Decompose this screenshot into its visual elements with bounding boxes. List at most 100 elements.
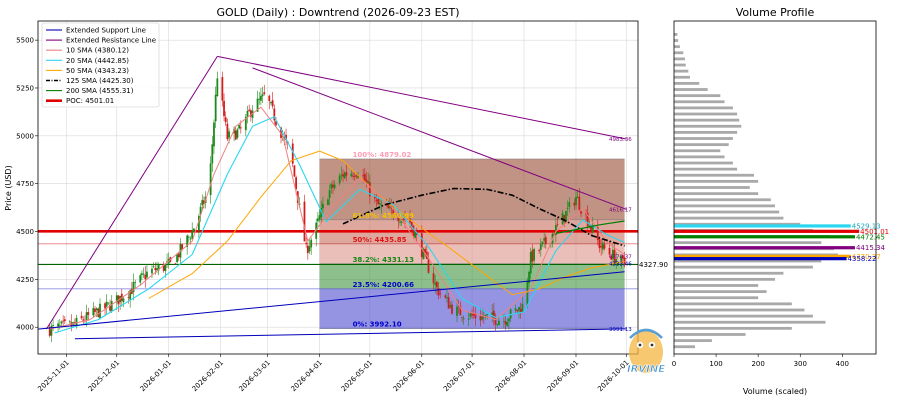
- candle-body: [422, 248, 425, 260]
- candle-body: [95, 308, 98, 311]
- volume-bar: [674, 130, 738, 134]
- candle-body: [514, 308, 517, 311]
- y-tick-label: 4500: [16, 228, 34, 236]
- volume-bar: [674, 284, 759, 287]
- candle-body: [541, 241, 544, 244]
- candle-body: [456, 306, 458, 316]
- candle-body: [228, 131, 230, 138]
- volume-tick-label: 200: [751, 360, 764, 368]
- candle-body: [352, 175, 354, 177]
- volume-level-bar: [674, 229, 860, 233]
- candle-body: [63, 319, 66, 322]
- candle-body: [573, 202, 576, 206]
- candle-body: [209, 163, 212, 196]
- volume-bar: [674, 290, 767, 294]
- mascot-head: [629, 331, 663, 373]
- candle-body: [563, 215, 566, 222]
- volume-bar: [674, 100, 725, 104]
- fib-level-label: 0%: 3992.10: [353, 321, 402, 329]
- irvine-mascot-logo: IRVINE: [627, 328, 666, 375]
- candle-body: [497, 320, 500, 326]
- volume-level-label: 4529.13: [852, 222, 881, 230]
- candle-body: [251, 110, 254, 118]
- candle-body: [104, 303, 106, 309]
- extended-resistance-line-2: [252, 67, 627, 210]
- volume-bar: [674, 296, 759, 300]
- candle-body: [187, 236, 190, 238]
- volume-bar: [674, 118, 740, 122]
- volume-bar: [674, 69, 689, 73]
- resistance-trend-line: [45, 56, 218, 330]
- candle-body: [151, 268, 153, 274]
- volume-bar: [674, 333, 746, 336]
- candle-body: [353, 175, 356, 177]
- candle-body: [162, 263, 165, 271]
- volume-bar: [674, 51, 684, 55]
- candle-body: [221, 77, 224, 101]
- candle-body: [156, 268, 158, 271]
- y-tick-label: 5500: [16, 37, 34, 45]
- candle-body: [486, 314, 489, 315]
- volume-level-label: 4415.34: [856, 244, 885, 252]
- volume-level-label: 4472.45: [856, 233, 885, 241]
- candle-body: [342, 174, 344, 177]
- candle-body: [472, 313, 475, 316]
- candle-body: [224, 117, 227, 123]
- volume-bar: [674, 75, 690, 79]
- volume-tick-label: 100: [709, 360, 722, 368]
- candle-body: [365, 179, 368, 183]
- volume-bar: [674, 192, 759, 196]
- candle-body: [275, 121, 277, 126]
- candle-body: [554, 225, 557, 236]
- candle-body: [389, 205, 391, 208]
- candle-body: [214, 94, 217, 122]
- candle-body: [57, 323, 60, 327]
- candle-body: [75, 317, 78, 326]
- legend-label: 20 SMA (4442.85): [66, 57, 129, 65]
- candle-body: [246, 110, 249, 117]
- candle-body: [576, 197, 579, 199]
- candle-body: [223, 100, 225, 117]
- volume-tick-label: 300: [794, 360, 807, 368]
- candle-body: [109, 304, 111, 311]
- candle-body: [504, 321, 507, 325]
- y-axis-label: Price (USD): [4, 165, 13, 210]
- volume-bar: [674, 81, 700, 85]
- candle-body: [332, 184, 334, 188]
- legend-box: [41, 22, 160, 108]
- candle-body: [256, 98, 259, 112]
- volume-profile-title: Volume Profile: [736, 6, 815, 19]
- candle-body: [615, 258, 618, 264]
- candle-body: [199, 206, 202, 215]
- candle-body: [322, 203, 324, 209]
- candle-body: [203, 200, 205, 205]
- y-tick-label: 5000: [16, 132, 34, 140]
- candle-body: [598, 239, 601, 249]
- volume-level-bar: [674, 246, 855, 250]
- candle-body: [130, 289, 133, 294]
- candle-body: [122, 298, 125, 303]
- candle-body: [390, 203, 393, 209]
- candle-body: [457, 305, 460, 307]
- candle-body: [181, 244, 184, 250]
- candle-body: [484, 314, 487, 317]
- candle-body: [258, 98, 261, 100]
- candle-body: [80, 315, 83, 319]
- candle-body: [506, 322, 509, 327]
- candle-body: [333, 184, 336, 188]
- candle-body: [437, 288, 440, 296]
- volume-bar: [674, 314, 813, 318]
- trendline-end-label: 4983.36: [609, 137, 632, 143]
- candle-body: [58, 324, 61, 326]
- candle-body: [192, 228, 195, 232]
- last-price-label: 4327.90: [639, 261, 668, 269]
- candle-body: [283, 136, 286, 138]
- volume-bar: [674, 106, 733, 110]
- candle-body: [482, 316, 485, 318]
- candle-body: [420, 233, 423, 258]
- candle-body: [434, 282, 437, 285]
- candle-body: [622, 255, 624, 259]
- candle-body: [600, 245, 603, 248]
- candle-body: [303, 201, 306, 242]
